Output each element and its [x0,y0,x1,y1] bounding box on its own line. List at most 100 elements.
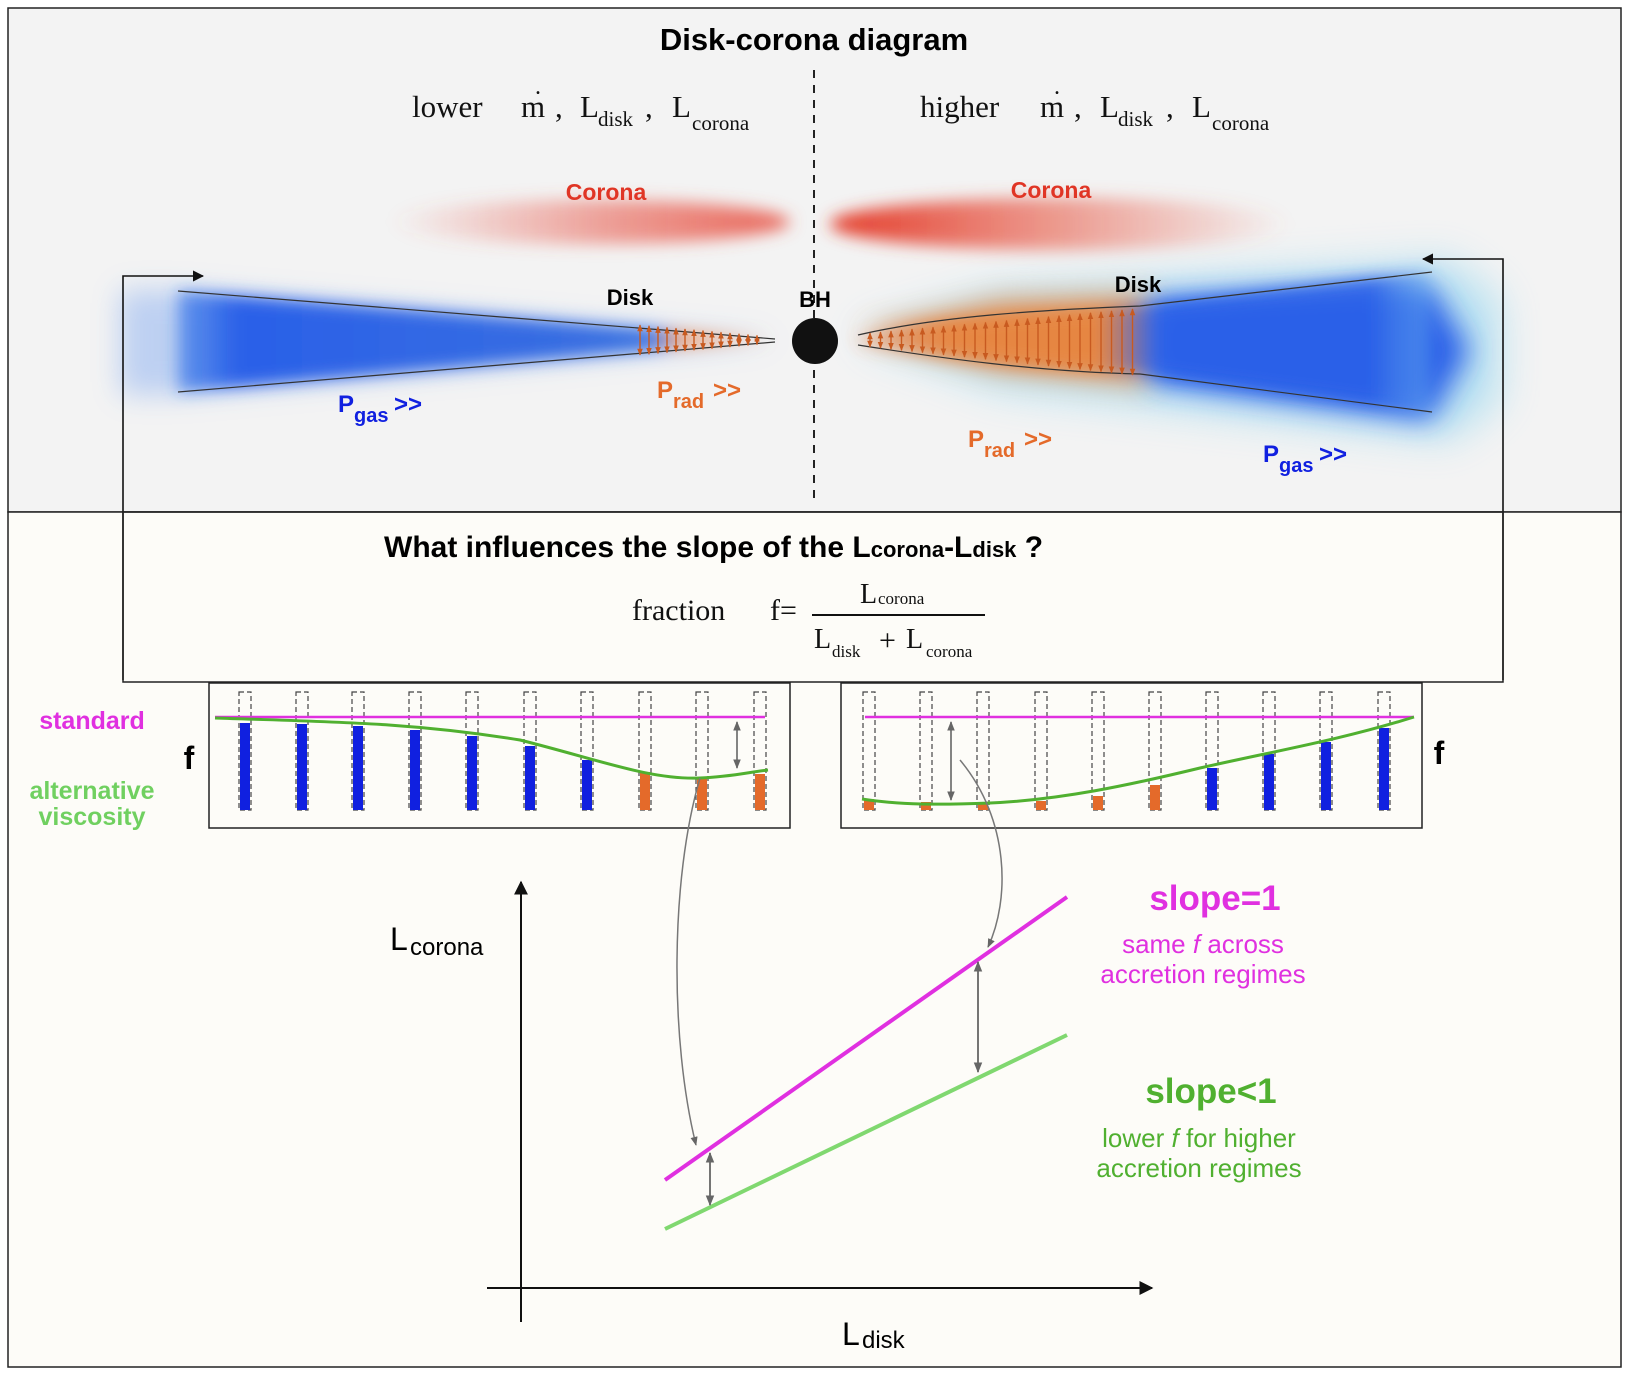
slope-lt1-line [664,1033,1068,1231]
bar-fill [297,724,307,810]
svg-text:,: , [555,89,563,124]
corona-left [390,200,790,244]
bar-fill [582,760,592,810]
svg-text:>>: >> [713,377,741,404]
svg-text:L: L [814,624,831,655]
svg-text:higher: higher [920,89,1000,124]
bar-fill [1150,785,1160,810]
svg-text:>>: >> [394,391,422,418]
bar-fill [1264,754,1274,810]
svg-text:rad: rad [984,440,1015,462]
question-box [122,511,1504,683]
question-text: What influences the slope of the Lcorona… [384,531,1043,564]
corona-right [830,198,1290,250]
bar-fill [755,774,765,810]
slope1-desc-2: accretion regimes [1100,959,1305,989]
corona-label-right: Corona [1011,177,1092,203]
svg-text:P: P [657,377,673,404]
svg-text:>>: >> [1319,441,1347,468]
bar-fill [1207,768,1217,810]
svg-text:P: P [1263,441,1279,468]
bar-fill [410,730,420,810]
bottom-panel [7,511,1622,1368]
legend-alternative: alternative [29,777,154,805]
svg-text:f=: f= [770,594,797,627]
prad-label-left: P rad >> [657,377,741,413]
slope1-desc-1: same f across [1122,929,1284,959]
prad-arrows-right [867,308,1136,376]
svg-text:L: L [1100,89,1119,124]
slope-lt1-desc-2: accretion regimes [1096,1153,1301,1183]
pgas-label-right: P gas >> [1263,441,1347,477]
svg-text:disk: disk [598,107,634,131]
slope1-title: slope=1 [1149,879,1280,918]
bars-left [238,691,767,811]
svg-text:L: L [842,1316,860,1352]
svg-text:corona: corona [926,642,973,661]
svg-text:.: . [535,74,541,100]
bar-fill [525,746,535,810]
bar-fill [1379,728,1389,810]
bar-fill [640,772,650,810]
svg-text:,: , [1166,89,1174,124]
bar-fill [864,799,874,810]
bars-right [862,691,1391,811]
right-header: higher m . , L disk , L corona [920,74,1270,135]
svg-text:m: m [521,89,545,124]
svg-text:L: L [906,624,923,655]
alt-line-right [861,715,1415,806]
disk-label-left: Disk [607,285,654,310]
legend-viscosity: viscosity [38,803,145,831]
bar-fill [697,778,707,810]
bar-fill [1321,742,1331,810]
svg-text:P: P [968,426,984,453]
bar-fill [978,802,988,810]
svg-text:corona: corona [410,934,484,961]
svg-text:disk: disk [832,642,861,661]
svg-text:m: m [1040,89,1064,124]
legend-standard: standard [39,707,145,735]
connector-left [676,777,701,1146]
svg-text:L: L [1192,89,1211,124]
fraction-formula: fraction f= L corona L disk + L corona [632,579,985,661]
x-axis-label: L disk [842,1316,906,1354]
svg-text:fraction: fraction [632,594,725,627]
pgas-label-left: P gas >> [338,391,422,427]
svg-text:lower: lower [412,89,483,124]
svg-text:.: . [1054,74,1060,100]
disk-left [178,291,770,392]
bar-fill [921,802,931,810]
slope1-line [663,895,1069,1182]
svg-text:disk: disk [1118,107,1154,131]
svg-text:+: + [879,624,896,657]
svg-text:L: L [580,89,599,124]
svg-text:L: L [672,89,691,124]
y-axis-label: L corona [390,921,484,961]
alt-line-left [214,716,769,780]
svg-text:>>: >> [1024,426,1052,453]
svg-text:What influences the slope of t: What influences the slope of the Lcorona… [384,531,1043,564]
bar-fill [1036,801,1046,810]
bar-fill [467,736,477,810]
top-title: Disk-corona diagram [660,22,968,57]
prad-label-right: P rad >> [968,426,1052,462]
svg-text:,: , [1074,89,1082,124]
disk-right [858,272,1430,412]
svg-text:L: L [860,579,877,610]
f-label-right: f [1434,735,1445,771]
bar-fill [1093,796,1103,810]
bar-fill [353,726,363,810]
svg-text:gas: gas [1279,455,1313,477]
svg-text:corona: corona [878,589,925,608]
bh-label: BH [799,287,831,312]
slope-lt1-title: slope<1 [1145,1072,1276,1111]
svg-text:corona: corona [1212,111,1270,135]
corona-label-left: Corona [566,179,647,205]
svg-text:gas: gas [354,405,388,427]
black-hole [792,318,838,364]
svg-text:,: , [645,89,653,124]
prad-arrows-left [637,324,760,356]
svg-text:L: L [390,921,408,957]
svg-text:corona: corona [692,111,750,135]
